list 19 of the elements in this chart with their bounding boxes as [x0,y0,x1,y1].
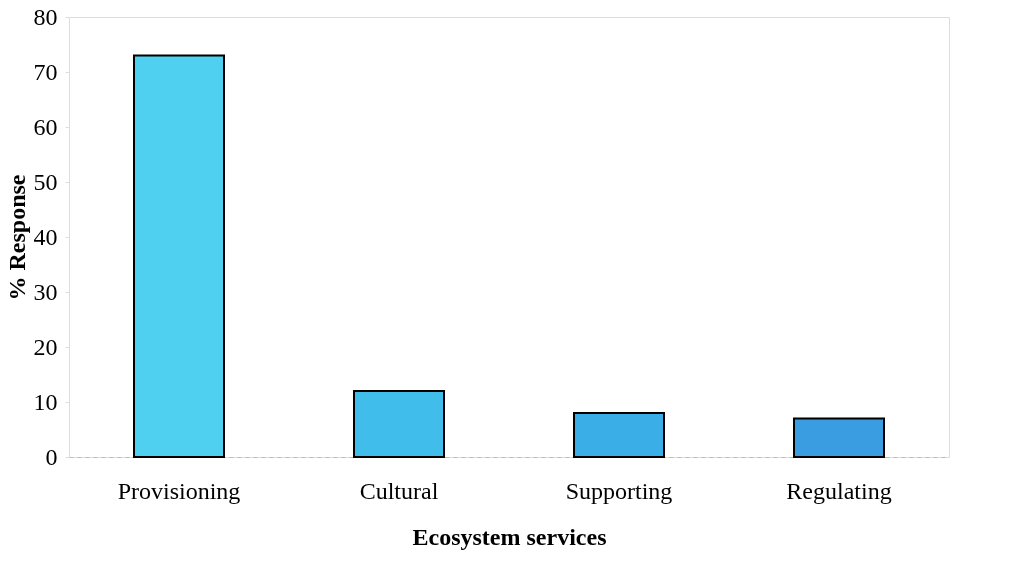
y-tick-label: 20 [33,333,58,360]
y-tick-label: 80 [33,3,58,30]
x-tick-label: Supporting [565,477,673,504]
x-tick-label: Cultural [359,477,439,504]
y-tick-label: 0 [45,443,58,470]
bar [353,390,445,458]
bar [793,417,885,458]
y-axis-title: % Response [3,174,30,301]
x-tick-label: Regulating [786,477,892,504]
x-axis-title: Ecosystem services [412,523,607,550]
y-tick-label: 30 [33,278,58,305]
y-tick-label: 60 [33,113,58,140]
bar [133,54,225,458]
y-tick-label: 50 [33,168,58,195]
y-tick-label: 10 [33,388,58,415]
y-tick-label: 40 [33,223,58,250]
x-tick-label: Provisioning [117,477,241,504]
y-tick-label: 70 [33,58,58,85]
bar [573,412,665,458]
